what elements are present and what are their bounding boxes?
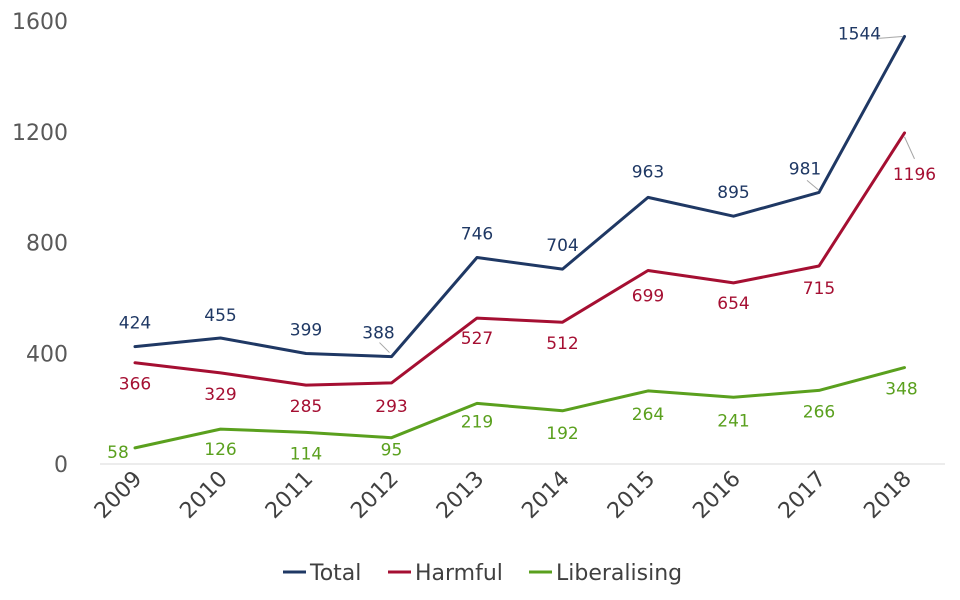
x-tick-label: 2016 (688, 467, 745, 524)
y-tick-label: 1200 (12, 121, 68, 146)
data-label-total: 704 (546, 236, 578, 256)
data-label-harmful: 654 (717, 294, 749, 314)
x-tick-label: 2011 (261, 467, 318, 524)
x-tick-label: 2013 (432, 467, 489, 524)
data-label-total: 399 (290, 321, 322, 341)
data-label-harmful: 293 (375, 397, 407, 417)
leader-line (876, 36, 903, 40)
y-tick-label: 400 (26, 342, 68, 367)
data-label-liberalising: 348 (885, 380, 917, 400)
data-label-harmful: 366 (119, 375, 151, 395)
leader-lines (379, 36, 915, 353)
data-label-liberalising: 192 (546, 424, 578, 444)
leader-line (904, 136, 915, 160)
data-label-harmful: 699 (632, 286, 664, 306)
data-label-liberalising: 126 (204, 440, 236, 460)
data-label-liberalising: 58 (107, 443, 129, 463)
data-label-total: 424 (119, 314, 151, 334)
data-label-harmful: 329 (204, 385, 236, 405)
data-label-total: 895 (717, 183, 749, 203)
legend-label-total: Total (309, 561, 361, 586)
data-label-total: 981 (789, 159, 821, 179)
data-label-liberalising: 219 (461, 412, 493, 432)
data-label-liberalising: 95 (381, 441, 403, 461)
legend-label-liberalising: Liberalising (556, 561, 682, 586)
data-label-total: 963 (632, 162, 664, 182)
legend: Total Harmful Liberalising (283, 561, 682, 586)
x-tick-label: 2009 (90, 467, 147, 524)
x-tick-label: 2012 (346, 467, 403, 524)
data-label-total: 388 (362, 324, 394, 344)
data-label-total: 455 (204, 306, 236, 326)
y-tick-label: 1600 (12, 10, 68, 35)
series-line-liberalising (133, 366, 906, 450)
data-label-harmful: 512 (546, 334, 578, 354)
leader-line (379, 342, 390, 353)
series-line-total (133, 35, 906, 359)
data-label-total: 746 (461, 224, 493, 244)
leader-line (806, 180, 820, 191)
data-label-liberalising: 264 (632, 405, 664, 425)
y-axis: 0 400 800 1200 1600 (12, 10, 68, 478)
series-lines (133, 35, 906, 450)
data-label-liberalising: 266 (803, 402, 835, 422)
y-tick-label: 800 (26, 232, 68, 257)
data-label-harmful: 715 (803, 279, 835, 299)
series-line-harmful (133, 131, 906, 387)
x-tick-label: 2015 (603, 467, 660, 524)
data-label-harmful: 285 (290, 397, 322, 417)
x-tick-label: 2017 (774, 467, 831, 524)
x-tick-label: 2010 (175, 467, 232, 524)
x-tick-label: 2018 (859, 467, 916, 524)
data-label-harmful: 527 (461, 329, 493, 349)
data-label-liberalising: 114 (290, 444, 322, 464)
data-labels: 424 455 399 388 746 704 963 895 981 1544 366 329 285… (107, 25, 936, 465)
x-tick-label: 2014 (517, 467, 574, 524)
x-axis: 2009 2010 2011 2012 2013 2014 2015 2016 2017 2018 (90, 467, 917, 524)
legend-label-harmful: Harmful (415, 561, 503, 586)
data-label-total: 1544 (838, 25, 881, 45)
y-tick-label: 0 (54, 453, 68, 478)
data-label-liberalising: 241 (717, 411, 749, 431)
data-label-harmful: 1196 (893, 165, 936, 185)
